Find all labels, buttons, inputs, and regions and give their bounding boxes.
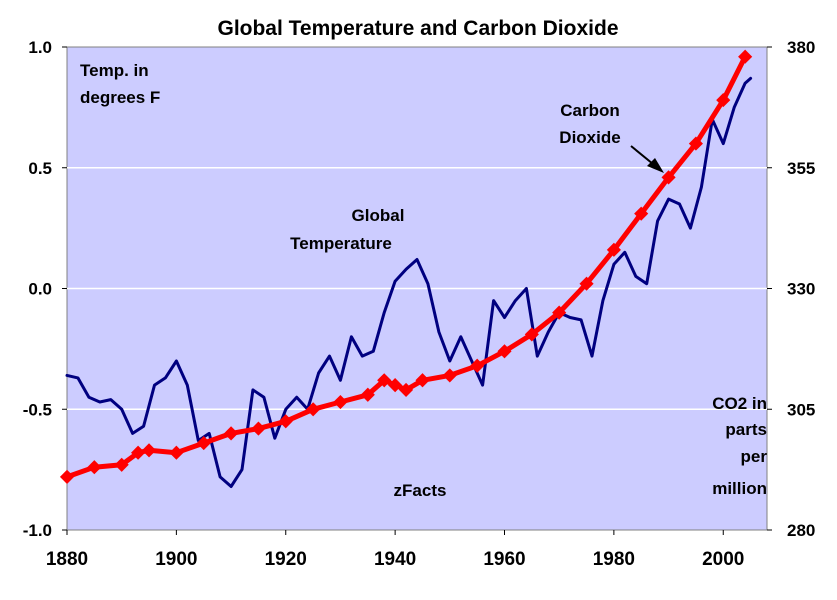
annotation-temp-unit-line-2: degrees F <box>80 88 160 107</box>
co2-point <box>579 276 594 291</box>
chart-title: Global Temperature and Carbon Dioxide <box>217 17 618 40</box>
temperature-line <box>65 76 753 488</box>
x-tick-label: 1960 <box>483 549 525 570</box>
x-tick-label: 1920 <box>265 549 307 570</box>
co2-point <box>59 469 75 484</box>
co2-point <box>169 445 184 460</box>
x-tick-label: 1980 <box>593 549 635 570</box>
right-y-tick-label: 330 <box>787 280 815 299</box>
x-axis: 1880 1900 1920 1940 1960 1980 2000 <box>46 530 744 570</box>
co2-point <box>442 368 457 383</box>
right-y-tick-label: 280 <box>787 521 815 540</box>
co2-point <box>688 136 703 151</box>
annotation-global-temperature-line-1: Global <box>352 206 405 225</box>
x-tick-label: 1900 <box>155 549 197 570</box>
co2-point <box>388 378 403 393</box>
annotation-global-temperature-line-2: Temperature <box>290 234 392 253</box>
annotation-carbon-dioxide-line-1: Carbon <box>560 101 620 120</box>
annotation-co2-unit-line-1: CO2 in <box>712 394 767 413</box>
co2-point <box>552 305 567 320</box>
annotation-carbon-dioxide: Carbon Dioxide <box>559 101 664 173</box>
co2-point <box>360 387 375 402</box>
left-y-tick-label: -1.0 <box>23 521 52 540</box>
x-tick-label: 1940 <box>374 549 416 570</box>
annotation-arrow-head <box>647 158 664 173</box>
left-y-tick-label: 0.0 <box>28 280 52 299</box>
co2-point <box>398 382 414 397</box>
annotation-co2-unit-line-2: parts <box>725 420 767 439</box>
left-y-tick-label: 0.5 <box>28 159 52 178</box>
x-tick-label: 1880 <box>46 549 88 570</box>
x-tick-label: 2000 <box>702 549 744 570</box>
co2-point <box>278 414 293 429</box>
annotation-temp-unit-line-1: Temp. in <box>80 61 149 80</box>
right-y-axis: 380 355 330 305 280 <box>767 38 815 540</box>
co2-point <box>661 170 676 185</box>
annotation-temp-unit: Temp. in degrees F <box>80 61 160 107</box>
co2-point <box>333 394 348 410</box>
right-y-tick-label: 305 <box>787 400 815 419</box>
co2-point <box>377 373 392 388</box>
annotation-carbon-dioxide-line-2: Dioxide <box>559 128 620 147</box>
co2-point <box>224 426 239 441</box>
co2-point <box>141 443 157 458</box>
co2-point <box>415 373 430 388</box>
annotation-source: zFacts <box>394 481 447 500</box>
annotation-co2-unit-line-3: per <box>741 447 768 466</box>
co2-point <box>196 436 211 451</box>
right-y-tick-label: 380 <box>787 38 815 57</box>
left-y-tick-label: 1.0 <box>28 38 52 57</box>
annotation-global-temperature: Global Temperature <box>290 206 404 253</box>
annotation-co2-unit-line-4: million <box>712 479 767 498</box>
right-y-tick-label: 355 <box>787 159 815 178</box>
gridlines <box>67 167 767 410</box>
annotation-arrow-line <box>630 145 654 165</box>
left-y-tick-label: -0.5 <box>23 400 52 419</box>
series-carbon-dioxide <box>59 49 753 484</box>
co2-point <box>634 206 649 221</box>
left-y-axis: 1.0 0.5 0.0 -0.5 -1.0 <box>23 38 67 540</box>
annotation-co2-unit: CO2 in parts per million <box>712 394 767 498</box>
series-global-temperature <box>65 76 753 488</box>
